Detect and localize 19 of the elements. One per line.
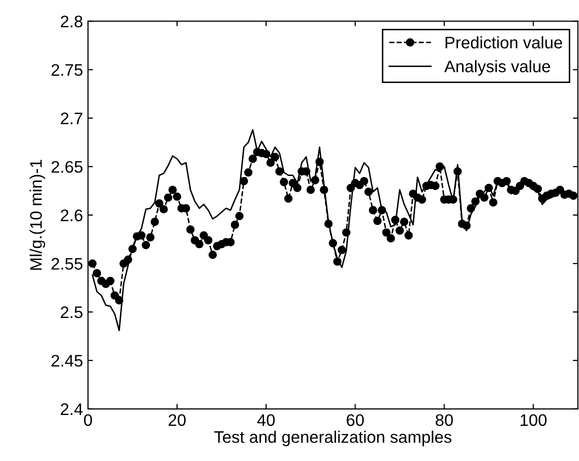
legend-label: Analysis value xyxy=(444,60,550,76)
y-tick-label: 2.8 xyxy=(60,16,82,28)
x-tick-label: 80 xyxy=(436,414,453,426)
y-tick-label: 2.7 xyxy=(60,112,82,124)
x-tick-label: 40 xyxy=(257,414,275,426)
x-tick-label: 0 xyxy=(84,414,92,426)
y-tick-label: 2.75 xyxy=(52,64,82,76)
legend-label: Prediction value xyxy=(446,36,562,48)
y-tick-label: 2.45 xyxy=(52,354,82,367)
x-tick-label: 60 xyxy=(346,414,364,426)
x-tick-label: 100 xyxy=(520,414,547,426)
y-tick-label: 2.5 xyxy=(60,306,82,318)
y-tick-label: 2.55 xyxy=(52,258,82,270)
y-axis-title: Ml/g.(10 min)-1 xyxy=(30,160,46,270)
y-tick-label: 2.4 xyxy=(60,403,83,415)
x-axis-title: Test and generalization samples xyxy=(214,430,452,446)
y-tick-label: 2.65 xyxy=(52,160,82,173)
x-tick-label: 20 xyxy=(168,414,186,426)
y-tick-label: 2.6 xyxy=(60,209,82,222)
